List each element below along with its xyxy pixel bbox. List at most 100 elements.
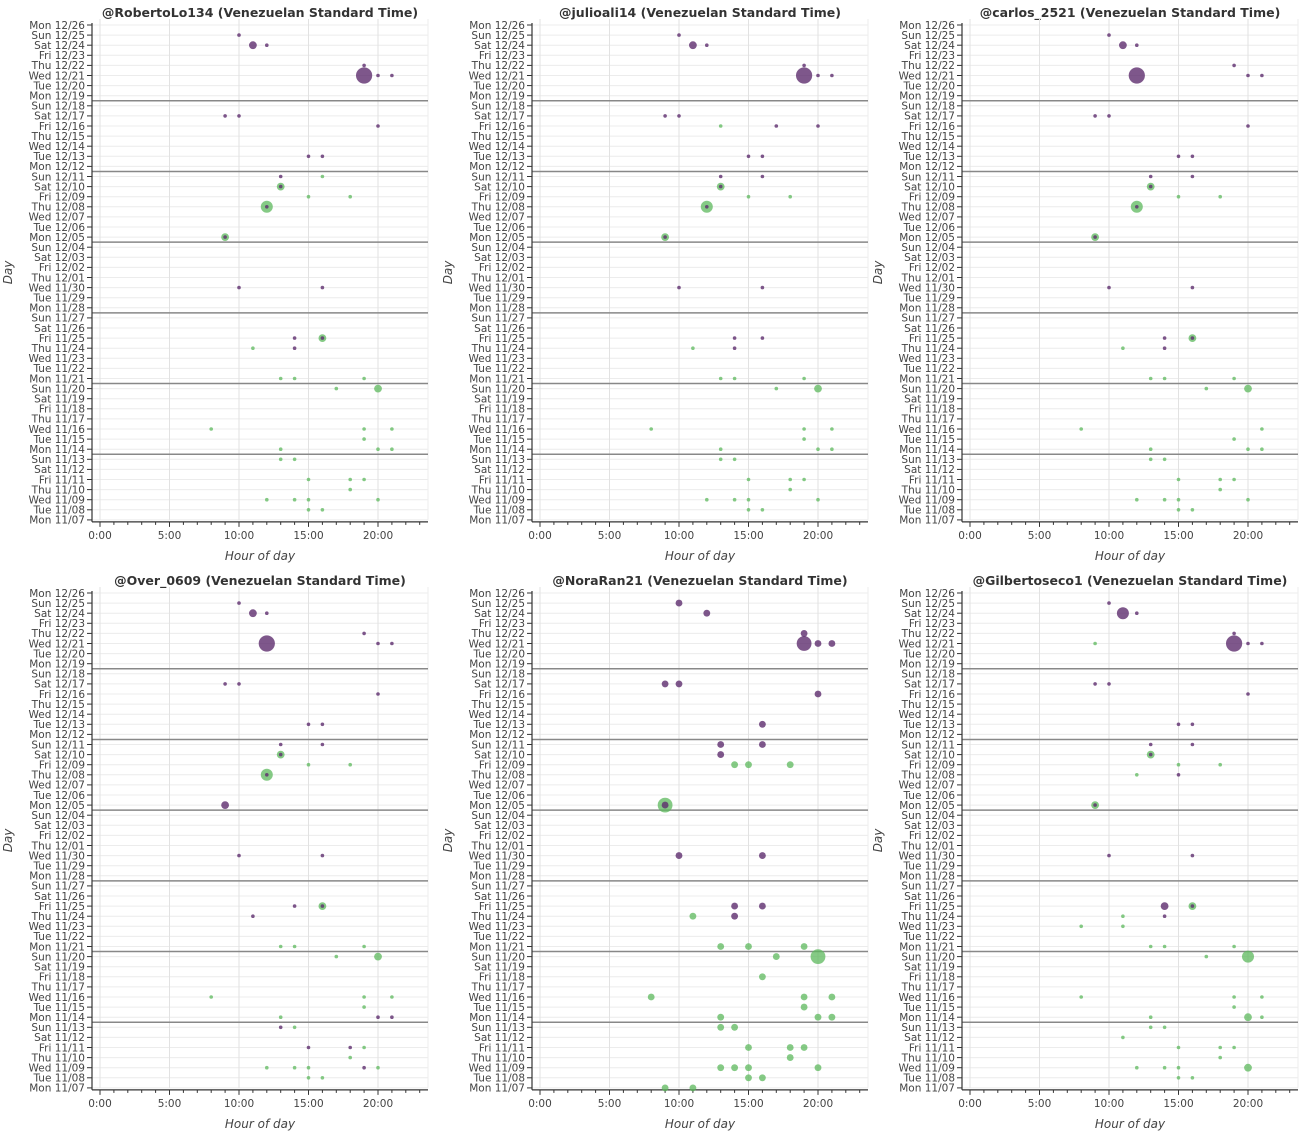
data-point-green bbox=[760, 508, 765, 512]
y-tick-label: Tue 12/13 bbox=[472, 719, 525, 731]
data-point-green bbox=[772, 953, 780, 961]
data-point-purple bbox=[718, 184, 723, 189]
data-point-green bbox=[1218, 762, 1222, 767]
data-point-green bbox=[1093, 641, 1097, 646]
data-point-purple bbox=[796, 636, 812, 651]
data-point-green bbox=[828, 993, 836, 1001]
y-tick-label: Sat 11/12 bbox=[904, 464, 955, 476]
data-point-green bbox=[374, 952, 382, 961]
data-point-purple bbox=[758, 902, 766, 910]
data-point-green bbox=[717, 943, 725, 950]
y-tick-label: Wed 12/07 bbox=[899, 212, 956, 224]
y-tick-label: Wed 11/23 bbox=[899, 353, 956, 365]
data-point-purple bbox=[703, 609, 711, 617]
y-tick-label: Mon 11/21 bbox=[29, 373, 85, 385]
data-point-purple bbox=[306, 154, 311, 159]
y-tick-label: Wed 11/09 bbox=[29, 495, 86, 507]
x-axis-label: Hour of day bbox=[225, 1117, 296, 1131]
data-point-green bbox=[746, 477, 751, 482]
data-point-green bbox=[1079, 427, 1083, 431]
data-point-green bbox=[1244, 384, 1252, 393]
x-tick-label: 10:00 bbox=[224, 1098, 254, 1110]
data-point-green bbox=[348, 194, 353, 199]
y-tick-label: Fri 11/11 bbox=[909, 474, 955, 486]
y-tick-label: Fri 12/23 bbox=[39, 50, 85, 62]
y-tick-label: Thu 12/08 bbox=[31, 770, 85, 782]
y-tick-label: Sun 11/27 bbox=[471, 881, 525, 893]
y-tick-label: Sat 12/03 bbox=[34, 252, 85, 264]
data-point-purple bbox=[320, 336, 325, 340]
y-tick-label: Sun 12/25 bbox=[901, 30, 955, 42]
data-point-green bbox=[802, 427, 806, 431]
data-point-purple bbox=[1232, 63, 1236, 68]
data-point-green bbox=[731, 1064, 739, 1072]
data-point-purple bbox=[278, 184, 283, 189]
data-point-purple bbox=[249, 609, 257, 618]
y-tick-label: Sun 11/20 bbox=[31, 383, 85, 395]
data-point-green bbox=[717, 1013, 725, 1021]
data-point-purple bbox=[1116, 607, 1129, 620]
data-point-green bbox=[689, 912, 697, 920]
y-tick-label: Fri 12/16 bbox=[479, 689, 525, 701]
data-point-purple bbox=[221, 801, 230, 809]
data-point-green bbox=[292, 457, 297, 462]
y-tick-label: Thu 12/15 bbox=[471, 131, 525, 143]
y-tick-label: Tue 11/29 bbox=[32, 293, 85, 305]
data-point-green bbox=[830, 427, 834, 431]
data-point-purple bbox=[1190, 853, 1195, 858]
data-point-purple bbox=[376, 692, 380, 696]
y-tick-label: Thu 11/10 bbox=[31, 1052, 85, 1064]
data-point-purple bbox=[1190, 336, 1195, 340]
data-point-green bbox=[306, 497, 311, 502]
y-tick-label: Sat 12/10 bbox=[904, 749, 955, 761]
y-tick-label: Tue 12/06 bbox=[902, 790, 955, 802]
data-point-purple bbox=[816, 73, 820, 78]
y-tick-label: Fri 12/09 bbox=[909, 192, 955, 204]
data-point-green bbox=[1232, 376, 1236, 381]
y-tick-label: Wed 11/09 bbox=[899, 495, 956, 507]
data-point-green bbox=[731, 761, 739, 769]
y-tick-label: Sat 11/26 bbox=[474, 891, 525, 903]
y-tick-label: Mon 12/19 bbox=[469, 91, 525, 103]
data-point-purple bbox=[1246, 641, 1250, 646]
data-point-green bbox=[390, 427, 394, 431]
y-tick-label: Fri 12/16 bbox=[909, 121, 955, 133]
y-tick-label: Tue 12/13 bbox=[902, 151, 955, 163]
y-tick-label: Fri 11/18 bbox=[479, 972, 525, 984]
y-tick-label: Tue 11/08 bbox=[32, 505, 85, 517]
data-point-green bbox=[362, 1045, 366, 1050]
y-tick-label: Fri 12/16 bbox=[39, 121, 85, 133]
data-point-green bbox=[1162, 1065, 1167, 1070]
x-tick-label: 5:00 bbox=[1028, 530, 1052, 542]
data-point-purple bbox=[265, 611, 269, 615]
y-tick-label: Sat 12/24 bbox=[474, 40, 525, 52]
x-tick-label: 5:00 bbox=[598, 1098, 622, 1110]
y-tick-label: Thu 12/22 bbox=[31, 628, 85, 640]
y-tick-label: Sun 12/18 bbox=[901, 669, 955, 681]
y-tick-label: Thu 11/10 bbox=[31, 484, 85, 496]
data-point-purple bbox=[292, 904, 297, 908]
y-tick-label: Wed 12/07 bbox=[29, 212, 86, 224]
panel-title: @RobertoLo134 (Venezuelan Standard Time) bbox=[102, 5, 418, 20]
y-tick-label: Tue 11/15 bbox=[32, 434, 85, 446]
data-point-purple bbox=[1190, 742, 1195, 747]
x-tick-label: 15:00 bbox=[733, 530, 763, 542]
y-tick-label: Mon 12/12 bbox=[469, 729, 525, 741]
data-point-purple bbox=[376, 1015, 380, 1019]
data-point-purple bbox=[1246, 124, 1250, 128]
y-tick-label: Tue 11/08 bbox=[472, 505, 525, 517]
data-point-purple bbox=[390, 1015, 394, 1019]
y-tick-label: Thu 11/17 bbox=[901, 982, 955, 994]
data-point-green bbox=[362, 995, 366, 999]
y-tick-label: Sat 12/24 bbox=[904, 608, 955, 620]
y-tick-label: Sun 12/18 bbox=[31, 669, 85, 681]
data-point-purple bbox=[265, 43, 269, 47]
y-tick-label: Fri 11/25 bbox=[479, 333, 525, 345]
data-point-purple bbox=[292, 336, 297, 340]
y-tick-label: Mon 12/12 bbox=[899, 729, 955, 741]
x-tick-label: 20:00 bbox=[1233, 530, 1263, 542]
x-axis-label: Hour of day bbox=[1095, 1117, 1166, 1131]
y-tick-label: Sun 12/11 bbox=[901, 171, 955, 183]
y-tick-label: Thu 11/17 bbox=[471, 414, 525, 426]
data-point-green bbox=[1162, 497, 1167, 502]
